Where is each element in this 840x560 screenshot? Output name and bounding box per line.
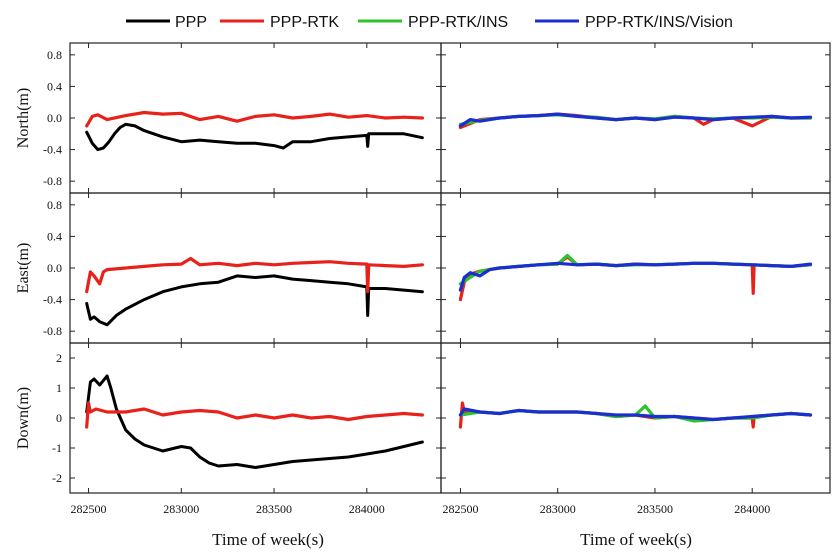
plot-panels: 0.8 0.4 0.0 -0.4 -0.8 0.8 0.4 0.0 -0.4 -0.8 2 1 0 -1 -…: [43, 42, 831, 516]
ylabel-north: North(m): [15, 88, 32, 148]
x-tick-label: 283000: [163, 502, 199, 516]
y-tick-label: -0.4: [43, 293, 62, 307]
legend-label-ppp-rtk: PPP-RTK: [270, 14, 339, 31]
y-tick-label: -2: [52, 471, 62, 485]
xlabel-right: Time of week(s): [580, 530, 692, 549]
panel-r0-c1: [440, 42, 831, 194]
x-tick-label: 284000: [349, 502, 385, 516]
panel-r1-c0: 0.8 0.4 0.0 -0.4 -0.8: [43, 192, 442, 344]
x-tick-label: 282500: [442, 502, 478, 516]
y-tick-label: -0.4: [43, 143, 62, 157]
series-line-ppp: [85, 374, 424, 469]
y-tick-label: 0.8: [47, 48, 62, 62]
series-line-ppp: [85, 274, 424, 327]
y-tick-label: 0.0: [47, 261, 62, 275]
y-tick-label: 0.8: [47, 198, 62, 212]
series-line-ppp-rtk-ins-vision: [458, 112, 813, 128]
legend-label-ppp: PPP: [175, 14, 207, 31]
series-line-ppp-rtk: [85, 110, 424, 128]
y-tick-label: -0.8: [43, 174, 62, 188]
x-tick-label: 283500: [256, 502, 292, 516]
panel-r2-c1: 282500 283000 283500 284000: [440, 342, 831, 516]
panel-r1-c1: [440, 192, 831, 344]
panel-r2-c0: 2 1 0 -1 -2 282500 283000 283500 284000: [52, 342, 442, 516]
y-tick-label: 0.0: [47, 111, 62, 125]
series-line-ppp-rtk-ins-vision: [458, 261, 813, 292]
legend: PPP PPP-RTK PPP-RTK/INS PPP-RTK/INS/Visi…: [126, 14, 733, 31]
x-tick-label: 283000: [540, 502, 576, 516]
panel-r0-c0: 0.8 0.4 0.0 -0.4 -0.8: [43, 42, 442, 194]
y-tick-label: 1: [56, 381, 62, 395]
series-line-ppp-rtk-ins: [458, 253, 813, 286]
series-line-ppp-rtk-ins-vision: [458, 407, 813, 422]
legend-label-ppp-rtk-ins-vision: PPP-RTK/INS/Vision: [585, 14, 733, 31]
x-tick-label: 284000: [734, 502, 770, 516]
xlabel-left: Time of week(s): [212, 530, 324, 549]
y-tick-label: -0.8: [43, 324, 62, 338]
series-line-ppp-rtk: [85, 401, 424, 429]
plot-frame: [440, 342, 831, 494]
y-tick-label: -1: [52, 441, 62, 455]
x-tick-label: 283500: [637, 502, 673, 516]
ylabel-down: Down(m): [15, 387, 32, 449]
ylabel-east: East(m): [15, 243, 32, 294]
y-tick-label: 0.4: [47, 229, 62, 243]
y-tick-label: 0: [56, 411, 62, 425]
plot-frame: [69, 342, 442, 494]
legend-label-ppp-rtk-ins: PPP-RTK/INS: [408, 14, 508, 31]
series-line-ppp-rtk: [85, 256, 424, 294]
y-tick-label: 2: [56, 351, 62, 365]
series-line-ppp: [85, 122, 424, 152]
x-tick-label: 282500: [71, 502, 107, 516]
y-tick-label: 0.4: [47, 79, 62, 93]
